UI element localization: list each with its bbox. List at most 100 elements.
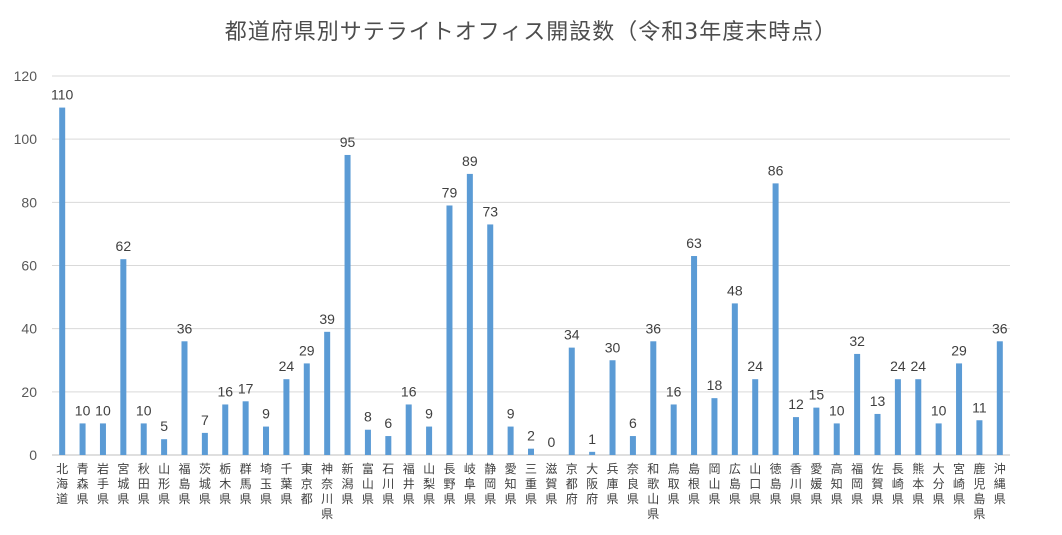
data-label: 24: [910, 358, 926, 374]
category-label: 愛媛県: [810, 462, 822, 506]
y-tick-label: 40: [21, 321, 37, 337]
category-label: 山形県: [158, 462, 170, 506]
data-label: 5: [160, 418, 168, 434]
bar: [263, 426, 270, 455]
data-label: 30: [605, 339, 621, 355]
data-label: 10: [75, 402, 91, 418]
category-label: 東京都: [301, 462, 313, 506]
category-label: 奈良県: [627, 462, 639, 506]
category-label: 福井県: [403, 461, 415, 506]
category-label: 佐賀県: [872, 462, 884, 506]
data-label: 73: [482, 203, 498, 219]
bar: [935, 423, 942, 455]
bar: [161, 439, 168, 455]
category-label: 千葉県: [280, 462, 292, 506]
bar: [956, 363, 963, 455]
data-label: 29: [951, 342, 967, 358]
bar: [140, 423, 147, 455]
category-label: 長野県: [443, 462, 455, 506]
data-label: 9: [262, 406, 270, 422]
data-label: 18: [707, 377, 723, 393]
data-label: 24: [279, 358, 295, 374]
category-label: 広島県: [729, 462, 741, 506]
data-label: 89: [462, 153, 478, 169]
bar: [589, 451, 596, 455]
bar: [283, 379, 290, 455]
data-label: 1: [588, 431, 596, 447]
bars: [59, 107, 1003, 456]
bar: [854, 353, 861, 455]
bar: [303, 363, 310, 455]
bar: [405, 404, 412, 455]
data-label: 7: [201, 412, 209, 428]
category-label: 山梨県: [423, 462, 435, 506]
category-label: 愛知県: [505, 462, 517, 506]
bar: [364, 429, 371, 455]
category-label: 北海道: [56, 462, 68, 506]
category-label: 滋賀県: [545, 462, 557, 506]
category-label: 宮崎県: [953, 461, 965, 506]
y-tick-label: 80: [21, 194, 37, 210]
data-label: 63: [686, 235, 702, 251]
y-axis-ticks: 0 20 40 60 80 100 120: [14, 68, 38, 463]
data-label: 10: [95, 402, 111, 418]
category-label: 福岡県: [851, 461, 863, 506]
bar: [833, 423, 840, 455]
category-label: 群馬県: [240, 462, 252, 506]
bar: [466, 173, 473, 456]
bar: [813, 407, 820, 455]
bar: [242, 401, 249, 455]
category-label: 福島県: [178, 461, 190, 506]
bar: [629, 436, 636, 455]
category-labels: 北海道青森県岩手県宮城県秋田県山形県福島県茨城県栃木県群馬県埼玉県千葉県東京都神…: [56, 461, 1006, 521]
data-label: 86: [768, 162, 784, 178]
bar: [792, 417, 799, 455]
data-label: 36: [177, 320, 193, 336]
category-label: 香川県: [790, 462, 802, 506]
chart-title: 都道府県別サテライトオフィス開設数（令和3年度末時点）: [224, 20, 838, 45]
category-label: 兵庫県: [607, 462, 619, 506]
category-label: 秋田県: [138, 462, 150, 506]
category-label: 島根県: [688, 461, 700, 506]
data-label: 9: [425, 406, 433, 422]
category-label: 栃木県: [219, 462, 231, 506]
bar: [670, 404, 677, 455]
category-label: 京都府: [566, 462, 578, 506]
bar: [344, 154, 351, 456]
data-label: 6: [629, 415, 637, 431]
data-label: 79: [442, 184, 458, 200]
data-label: 36: [646, 320, 662, 336]
category-label: 沖縄県: [994, 462, 1006, 506]
bar: [426, 426, 433, 455]
y-tick-label: 60: [21, 258, 37, 274]
category-label: 宮城県: [117, 461, 129, 506]
bar: [650, 341, 657, 455]
bar: [324, 331, 331, 455]
data-label: 36: [992, 320, 1008, 336]
bar: [752, 379, 759, 455]
bar: [691, 256, 698, 455]
data-label: 13: [870, 393, 886, 409]
bar: [609, 360, 616, 455]
category-label: 徳島県: [770, 461, 782, 506]
data-label: 15: [809, 387, 825, 403]
bar: [79, 423, 86, 455]
category-label: 和歌山県: [647, 462, 659, 521]
data-label: 11: [972, 399, 987, 415]
bar: [222, 404, 229, 455]
data-label: 48: [727, 282, 743, 298]
data-label: 0: [547, 434, 555, 450]
category-label: 長崎県: [892, 462, 904, 506]
data-label: 16: [217, 383, 233, 399]
bar: [201, 432, 208, 455]
data-label: 17: [238, 380, 254, 396]
bar: [894, 379, 901, 455]
y-tick-label: 100: [14, 131, 38, 147]
y-tick-label: 20: [21, 384, 37, 400]
bar: [120, 259, 127, 455]
category-label: 山口県: [749, 462, 761, 506]
data-label: 16: [666, 383, 682, 399]
category-label: 鹿児島県: [973, 461, 985, 521]
data-label: 12: [788, 396, 804, 412]
